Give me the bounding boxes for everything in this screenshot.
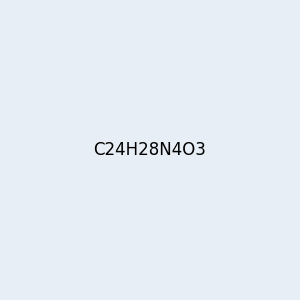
Text: C24H28N4O3: C24H28N4O3 — [94, 141, 206, 159]
